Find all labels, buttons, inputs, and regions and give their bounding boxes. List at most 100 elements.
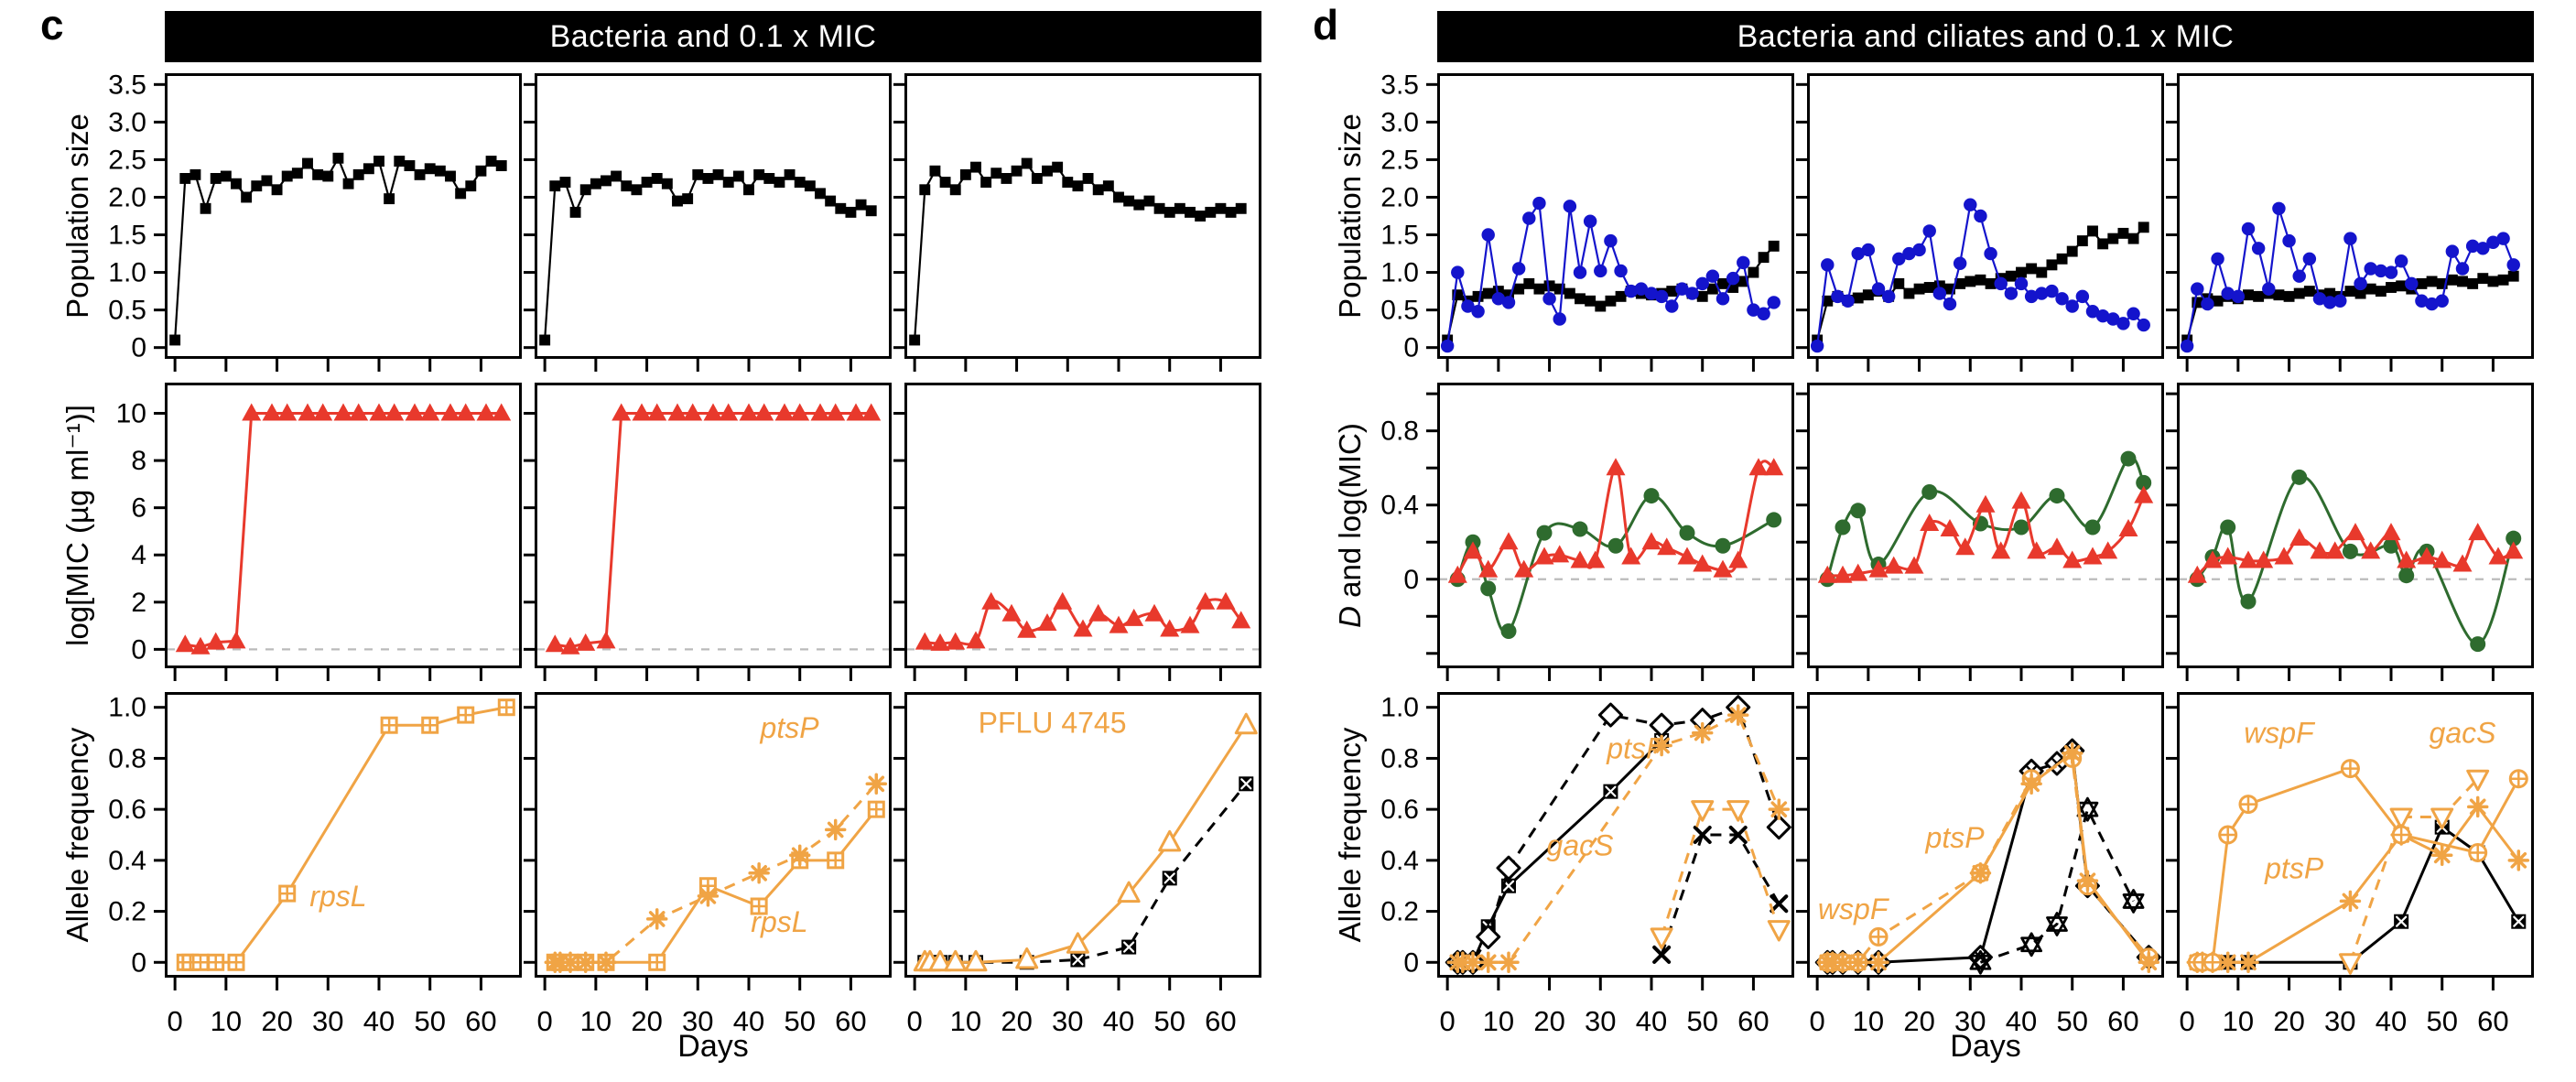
svg-text:PFLU 4745: PFLU 4745 — [979, 707, 1127, 740]
svg-text:0: 0 — [537, 1005, 553, 1037]
svg-text:10: 10 — [211, 1005, 242, 1037]
svg-text:60: 60 — [2107, 1005, 2138, 1037]
svg-text:60: 60 — [2477, 1005, 2508, 1037]
subplot-d2-allele-frequency: 0 10 20 30 40 50 60 wspF ptsP — [1796, 692, 2164, 1037]
svg-text:wspF: wspF — [1818, 893, 1890, 925]
svg-text:40: 40 — [1103, 1005, 1134, 1037]
svg-text:2.0: 2.0 — [108, 182, 146, 212]
svg-text:0.8: 0.8 — [1380, 417, 1419, 447]
svg-text:3.0: 3.0 — [1380, 107, 1419, 137]
svg-text:50: 50 — [2056, 1005, 2087, 1037]
svg-text:gacS: gacS — [2430, 717, 2496, 750]
svg-text:6: 6 — [131, 493, 146, 524]
svg-text:30: 30 — [312, 1005, 343, 1037]
svg-text:50: 50 — [784, 1005, 815, 1037]
svg-text:2.5: 2.5 — [108, 145, 146, 175]
svg-text:0.4: 0.4 — [1380, 846, 1419, 876]
svg-text:30: 30 — [1585, 1005, 1616, 1037]
svg-text:0: 0 — [2180, 1005, 2195, 1037]
svg-text:60: 60 — [465, 1005, 496, 1037]
svg-text:10: 10 — [2223, 1005, 2254, 1037]
subplot-c2-population-size — [524, 73, 892, 372]
svg-text:60: 60 — [1205, 1005, 1236, 1037]
svg-text:0: 0 — [1403, 333, 1419, 363]
svg-text:10: 10 — [1483, 1005, 1514, 1037]
panel-c: c Bacteria and 0.1 x MIC Population size… — [27, 0, 1300, 1082]
svg-text:3.5: 3.5 — [1380, 70, 1419, 100]
svg-text:0: 0 — [907, 1005, 923, 1037]
subplot-d3-population-size — [2166, 73, 2534, 372]
svg-text:0.2: 0.2 — [108, 897, 146, 927]
panel-d-title: Bacteria and ciliates and 0.1 x MIC — [1737, 18, 2235, 54]
svg-text:1.5: 1.5 — [1380, 221, 1419, 251]
svg-text:1.5: 1.5 — [108, 221, 146, 251]
svg-text:ptsP: ptsP — [760, 711, 820, 744]
svg-text:8: 8 — [131, 446, 146, 476]
svg-text:40: 40 — [733, 1005, 764, 1037]
svg-text:2.0: 2.0 — [1380, 182, 1419, 212]
subplot-c1-mic: 0 2 4 6 8 10 — [116, 383, 522, 681]
svg-text:0: 0 — [131, 634, 146, 665]
panel-d: d Bacteria and ciliates and 0.1 x MIC Po… — [1300, 0, 2572, 1082]
subplot-d1-allele-frequency: 0 0.2 0.4 0.6 0.8 1.0 0 10 20 30 40 50 60 ptsP gacS — [1380, 692, 1794, 1037]
subplot-c3-allele-frequency: 0 10 20 30 40 50 60 PFLU 4745 — [893, 692, 1261, 1037]
svg-text:60: 60 — [835, 1005, 866, 1037]
subplot-c3-mic — [893, 383, 1261, 681]
svg-text:ptsP: ptsP — [1925, 821, 1986, 854]
svg-text:3.0: 3.0 — [108, 107, 146, 137]
svg-text:1.0: 1.0 — [1380, 693, 1419, 723]
svg-text:40: 40 — [1636, 1005, 1667, 1037]
svg-text:30: 30 — [1052, 1005, 1083, 1037]
subplot-c2-mic — [524, 383, 892, 681]
svg-text:0.6: 0.6 — [1380, 795, 1419, 825]
svg-text:rpsL: rpsL — [751, 905, 807, 938]
svg-text:10: 10 — [116, 399, 146, 429]
svg-text:40: 40 — [363, 1005, 395, 1037]
svg-text:0.5: 0.5 — [108, 296, 146, 326]
svg-text:20: 20 — [1903, 1005, 1934, 1037]
subplot-d3-allele-frequency: 0 10 20 30 40 50 60 wspF gacS ptsP — [2166, 692, 2534, 1037]
svg-text:1.0: 1.0 — [108, 693, 146, 723]
svg-text:4: 4 — [131, 540, 146, 570]
x-axis-label-days: Days — [677, 1029, 749, 1064]
svg-text:1.0: 1.0 — [1380, 258, 1419, 288]
svg-text:rpsL: rpsL — [309, 880, 366, 913]
svg-text:0: 0 — [1810, 1005, 1825, 1037]
svg-text:40: 40 — [2376, 1005, 2407, 1037]
svg-text:0.2: 0.2 — [1380, 897, 1419, 927]
svg-text:50: 50 — [1153, 1005, 1185, 1037]
svg-text:20: 20 — [2273, 1005, 2304, 1037]
svg-text:40: 40 — [2006, 1005, 2037, 1037]
svg-text:3.5: 3.5 — [108, 70, 146, 100]
svg-text:0.4: 0.4 — [1380, 491, 1419, 521]
svg-text:0.5: 0.5 — [1380, 296, 1419, 326]
svg-text:20: 20 — [631, 1005, 662, 1037]
subplot-c3-population-size — [893, 73, 1261, 372]
subplot-c2-allele-frequency: 0 10 20 30 40 50 60 ptsP rpsL — [524, 692, 892, 1037]
panel-d-letter: d — [1313, 1, 1339, 49]
x-axis-label-days: Days — [1950, 1029, 2021, 1064]
svg-text:30: 30 — [2324, 1005, 2355, 1037]
subplot-c1-allele-frequency: 0 0.2 0.4 0.6 0.8 1.0 0 10 20 30 40 50 60 rpsL — [108, 692, 522, 1037]
svg-text:30: 30 — [1954, 1005, 1986, 1037]
svg-text:2: 2 — [131, 588, 146, 618]
svg-text:20: 20 — [261, 1005, 292, 1037]
svg-text:0: 0 — [168, 1005, 183, 1037]
svg-text:ptsP: ptsP — [1606, 731, 1666, 764]
svg-text:20: 20 — [1533, 1005, 1564, 1037]
subplot-d1-d-and-mic: 0 0.4 0.8 — [1380, 383, 1794, 681]
svg-text:50: 50 — [1686, 1005, 1717, 1037]
svg-text:20: 20 — [1001, 1005, 1032, 1037]
svg-text:0.6: 0.6 — [108, 795, 146, 825]
panel-c-letter: c — [40, 1, 64, 49]
svg-text:ptsP: ptsP — [2264, 851, 2324, 884]
subplot-d2-population-size — [1796, 73, 2164, 372]
svg-text:50: 50 — [414, 1005, 445, 1037]
svg-text:10: 10 — [580, 1005, 612, 1037]
svg-text:50: 50 — [2426, 1005, 2457, 1037]
svg-text:gacS: gacS — [1547, 828, 1614, 861]
svg-text:0: 0 — [1403, 565, 1419, 595]
svg-text:2.5: 2.5 — [1380, 145, 1419, 175]
svg-text:0.8: 0.8 — [1380, 743, 1419, 774]
